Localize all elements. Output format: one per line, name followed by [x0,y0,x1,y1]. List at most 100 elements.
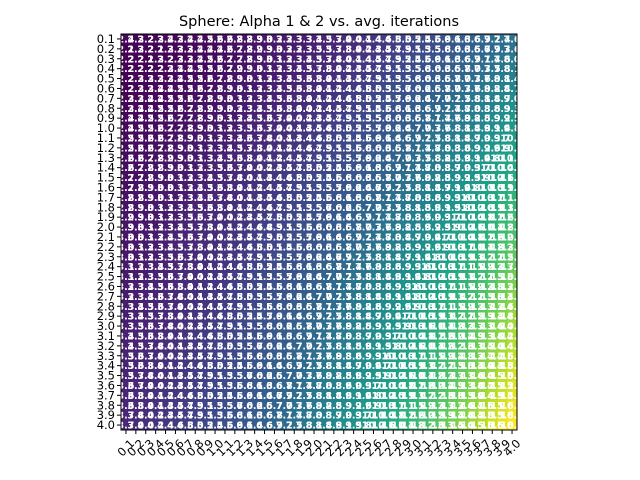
heatmap-cell [338,133,350,144]
heatmap-cell [338,63,350,74]
heatmap-cell [338,172,350,183]
heatmap-cell [398,271,409,282]
heatmap-cell-label: 3.0 [137,203,154,214]
heatmap-cell-label: 11.3 [490,203,513,214]
heatmap-cell [249,321,260,332]
heatmap-cell [457,152,468,164]
heatmap-cell [358,222,369,233]
heatmap-cell-label: 3.3 [197,163,214,174]
heatmap-cell [358,123,369,134]
heatmap-cell [437,370,449,381]
heatmap-cell [180,340,191,352]
heatmap-cell-label: 11.5 [401,401,424,412]
heatmap-cell-label: 12.9 [500,252,523,263]
heatmap-cell-label: 3.3 [286,34,303,45]
heatmap-cell [497,53,508,65]
heatmap-cell [210,311,221,322]
heatmap-cell [121,370,132,381]
heatmap-cell-label: 13.0 [481,292,505,303]
heatmap-cell-label: 13.2 [481,302,504,313]
heatmap-cell [160,311,171,322]
heatmap-cell-label: 3.7 [118,411,135,422]
heatmap-cell [427,73,439,84]
heatmap-cell-label: 2.4 [187,54,204,65]
heatmap-cell-label: 5.7 [256,312,273,323]
heatmap-cell [358,331,369,342]
heatmap-cell-label: 5.4 [375,94,392,105]
heatmap-cell [239,380,251,391]
heatmap-cell-label: 4.3 [236,213,253,224]
heatmap-cell [447,202,458,213]
heatmap-cell [210,271,221,282]
heatmap-cell [457,63,468,74]
heatmap-cell [368,43,379,55]
heatmap-cell-label: 8.8 [325,421,342,432]
heatmap-cell-label: 4.2 [236,203,253,214]
heatmap-cell [408,142,419,154]
heatmap-cell [328,350,340,362]
heatmap-cell-label: 4.6 [236,242,253,253]
heatmap-cell [170,172,181,183]
heatmap-cell [358,142,369,154]
heatmap-cell [497,212,508,223]
heatmap-cell-label: 10.1 [362,411,385,422]
heatmap-cell-label: 6.9 [286,361,303,372]
heatmap-cell [368,162,379,173]
heatmap-cell-label: 7.3 [325,302,342,313]
heatmap-cell-label: 3.3 [118,322,135,333]
heatmap-cell-label: 4.4 [355,54,372,65]
heatmap-cell-label: 10.5 [382,391,405,402]
heatmap-cell-label: 3.4 [207,153,224,164]
heatmap-cell [150,63,161,74]
heatmap-cell [497,380,508,391]
heatmap-cell [269,133,280,144]
heatmap-cell [259,271,270,282]
heatmap-cell [259,93,270,104]
heatmap-cell-label: 4.1 [266,143,283,154]
heatmap-cell [328,93,340,104]
heatmap-cell-label: 3.3 [137,262,154,273]
y-tick-label: 0.2 [97,42,115,56]
heatmap-cell [388,331,399,342]
heatmap-cell [309,232,320,243]
heatmap-cell-label: 14.7 [481,381,504,392]
heatmap-cell-label: 7.8 [444,124,461,135]
heatmap-cell [477,113,488,124]
heatmap-cell-label: 6.8 [375,173,392,184]
heatmap-cell [427,261,439,272]
heatmap-cell [348,340,359,352]
heatmap-cell-label: 3.3 [157,223,174,234]
heatmap-cell [180,291,191,302]
heatmap-cell-label: 4.6 [217,282,234,293]
heatmap-cell-label: 8.3 [365,282,382,293]
heatmap-cell [358,162,369,173]
heatmap-cell-label: 8.8 [415,223,432,234]
heatmap-cell-label: 5.9 [365,133,382,144]
heatmap-cell-label: 4.5 [316,114,333,125]
heatmap-cell [457,390,468,401]
heatmap-cell [418,271,429,282]
heatmap-cell [130,410,142,421]
heatmap-cell [200,350,211,362]
heatmap-cell-label: 6.9 [484,44,501,55]
heatmap-cell-label: 3.4 [276,74,293,85]
heatmap-cell [249,340,260,352]
heatmap-cell-label: 4.9 [266,223,283,234]
heatmap-cell-label: 3.8 [217,193,234,204]
heatmap-cell-label: 3.6 [296,74,313,85]
heatmap-cell-label: 5.6 [236,361,253,372]
heatmap-cell [200,93,211,104]
heatmap-cell-label: 8.5 [474,114,491,125]
heatmap-cell [388,162,399,173]
heatmap-cell [279,311,290,322]
heatmap-cell [289,152,300,164]
heatmap-cell [477,43,488,55]
heatmap-cell-label: 4.7 [177,411,194,422]
heatmap-cell [160,162,171,173]
heatmap-cell [150,152,161,164]
heatmap-cell-label: 3.5 [217,153,234,164]
heatmap-cell-label: 13.1 [471,322,494,333]
heatmap-cell-label: 8.0 [424,163,441,174]
heatmap-cell [418,123,429,134]
heatmap-cell-label: 7.8 [316,361,333,372]
